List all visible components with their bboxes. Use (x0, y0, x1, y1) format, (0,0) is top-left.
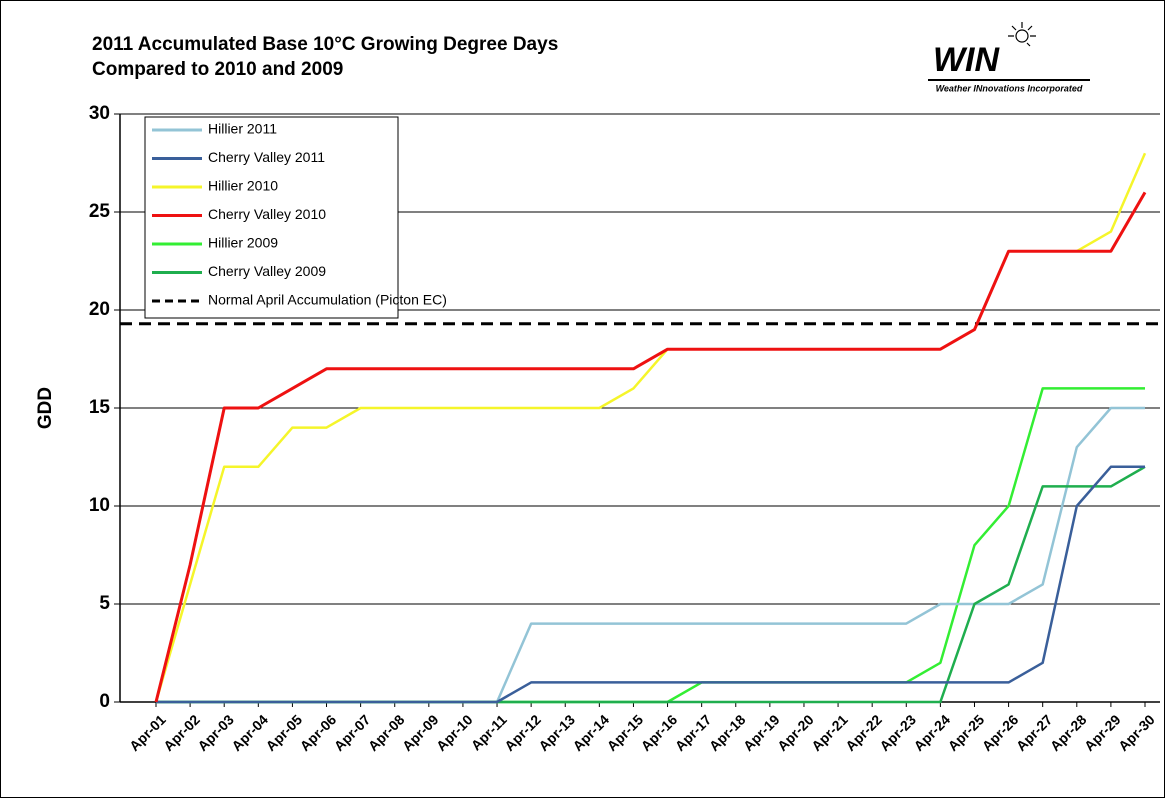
y-tick-label: 10 (89, 495, 110, 516)
legend-label: Cherry Valley 2009 (208, 263, 326, 279)
series-line (154, 191, 1147, 703)
y-tick-label: 15 (89, 397, 111, 418)
logo-rays (1008, 22, 1036, 47)
y-tick-label: 20 (89, 299, 110, 320)
legend-label: Cherry Valley 2011 (208, 149, 325, 165)
legend-label: Normal April Accumulation (Picton EC) (208, 292, 447, 308)
legend: Hillier 2011 Cherry Valley 2011 Hillier 20… (144, 116, 447, 319)
series-line (156, 465, 1145, 704)
y-tick-label: 25 (89, 201, 111, 222)
legend-box (144, 116, 399, 319)
logo-caption: Weather INnovations Incorporated (936, 83, 1083, 93)
y-tick-label: 5 (99, 593, 110, 614)
y-tick-label: 30 (89, 103, 110, 124)
legend-label: Hillier 2009 (208, 235, 278, 251)
y-tick-label: 0 (99, 691, 110, 712)
legend-label: Cherry Valley 2010 (208, 206, 326, 222)
chart-title: 2011 Accumulated Base 10°C Growing Degre… (92, 34, 558, 55)
logo-sun (1015, 29, 1029, 43)
legend-label: Hillier 2010 (208, 178, 278, 194)
chart-subtitle: Compared to 2010 and 2009 (92, 59, 343, 80)
logo-text: WIN (933, 41, 1001, 79)
y-axis-label: GDD (35, 387, 56, 429)
legend-label: Hillier 2011 (208, 121, 277, 137)
logo: WIN Weather INnovations Incorporated (928, 22, 1090, 93)
